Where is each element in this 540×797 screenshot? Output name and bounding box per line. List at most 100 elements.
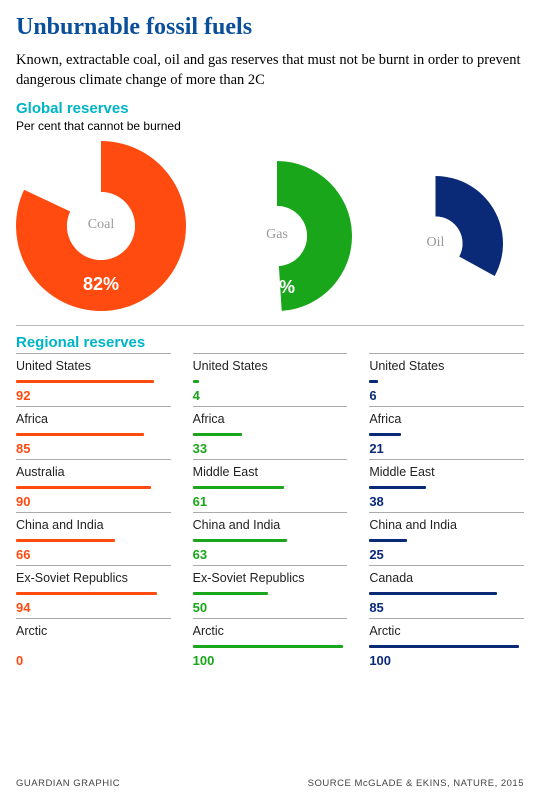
bar-row [369,536,524,544]
donut-pct-label: 49% [259,277,295,298]
regional-grid: United States 92 United States 4 United Stat… [16,353,524,671]
region-value: 25 [369,547,524,562]
bar [369,486,426,489]
bar [369,592,497,595]
region-name: United States [16,359,171,373]
donut-center-label: Coal [88,217,114,233]
bar [369,645,519,648]
bar-row [16,536,171,544]
region-value: 85 [369,600,524,615]
region-value: 21 [369,441,524,456]
regional-cell: China and India 63 [193,512,348,565]
region-name: Ex-Soviet Republics [193,571,348,585]
region-name: United States [193,359,348,373]
subhead: Known, extractable coal, oil and gas res… [16,51,524,90]
region-name: Ex-Soviet Republics [16,571,171,585]
bar [193,645,343,648]
bar-row [193,377,348,385]
regional-cell: Middle East 61 [193,459,348,512]
region-value: 100 [193,653,348,668]
donut-row: Coal82%Gas49% Oil 33% [16,141,524,326]
page-title: Unburnable fossil fuels [16,14,524,41]
footer-left: GUARDIAN GRAPHIC [16,778,120,789]
region-name: Africa [369,412,524,426]
region-name: China and India [16,518,171,532]
region-name: Arctic [369,624,524,638]
regional-cell: China and India66 [16,512,171,565]
regional-label: Regional reserves [16,334,524,351]
regional-cell: Arctic 100 [193,618,348,671]
regional-cell: United States 92 [16,353,171,406]
regional-cell: Arctic 0 [16,618,171,671]
region-value: 6 [369,388,524,403]
bar [193,486,285,489]
region-value: 90 [16,494,171,509]
region-value: 85 [16,441,171,456]
region-value: 4 [193,388,348,403]
bar-row [369,377,524,385]
regional-cell: Middle East 38 [369,459,524,512]
regional-cell: United States 6 [369,353,524,406]
region-name: Africa [16,412,171,426]
bar [369,539,407,542]
donut-oil: Oil 33% [368,176,503,311]
regional-cell: China and India 25 [369,512,524,565]
bar [16,380,154,383]
bar-row [369,589,524,597]
region-name: China and India [369,518,524,532]
region-value: 63 [193,547,348,562]
bar-row [16,483,171,491]
bar [369,433,401,436]
bar-row [16,430,171,438]
bar [369,380,378,383]
regional-cell: Canada 85 [369,565,524,618]
region-value: 94 [16,600,171,615]
region-name: Arctic [193,624,348,638]
bar [16,486,151,489]
region-value: 92 [16,388,171,403]
region-name: Canada [369,571,524,585]
regional-cell: Arctic 100 [369,618,524,671]
bar [16,539,115,542]
bar [16,433,144,436]
region-value: 61 [193,494,348,509]
footer-right: SOURCE McGLADE & EKINS, NATURE, 2015 [308,778,524,789]
footer: GUARDIAN GRAPHIC SOURCE McGLADE & EKINS,… [16,778,524,789]
bar-row [193,430,348,438]
regional-cell: Africa 21 [369,406,524,459]
regional-cell: Ex-Soviet Republics 50 [193,565,348,618]
regional-cell: Ex-Soviet Republics 94 [16,565,171,618]
region-name: China and India [193,518,348,532]
bar [193,433,243,436]
regional-cell: Africa 85 [16,406,171,459]
bar-row [193,483,348,491]
bar [193,539,288,542]
region-name: Middle East [193,465,348,479]
bar [193,592,268,595]
region-value: 33 [193,441,348,456]
region-value: 38 [369,494,524,509]
bar-row [369,483,524,491]
donut-pct-label: 33% [417,279,453,300]
region-value: 50 [193,600,348,615]
donut-gas: Gas49% [202,161,352,311]
regional-cell: Africa 33 [193,406,348,459]
bar-row [193,642,348,650]
bar-row [16,642,171,650]
region-name: Arctic [16,624,171,638]
region-value: 0 [16,653,171,668]
donut-coal: Coal82% [16,141,186,311]
bar [193,380,199,383]
global-sublabel: Per cent that cannot be burned [16,119,524,133]
region-value: 100 [369,653,524,668]
bar [16,592,157,595]
region-name: United States [369,359,524,373]
region-name: Africa [193,412,348,426]
bar-row [16,589,171,597]
global-label: Global reserves [16,100,524,117]
bar-row [193,536,348,544]
bar-row [16,377,171,385]
donut-center-label: Oil [427,235,445,251]
bar-row [369,430,524,438]
region-name: Middle East [369,465,524,479]
